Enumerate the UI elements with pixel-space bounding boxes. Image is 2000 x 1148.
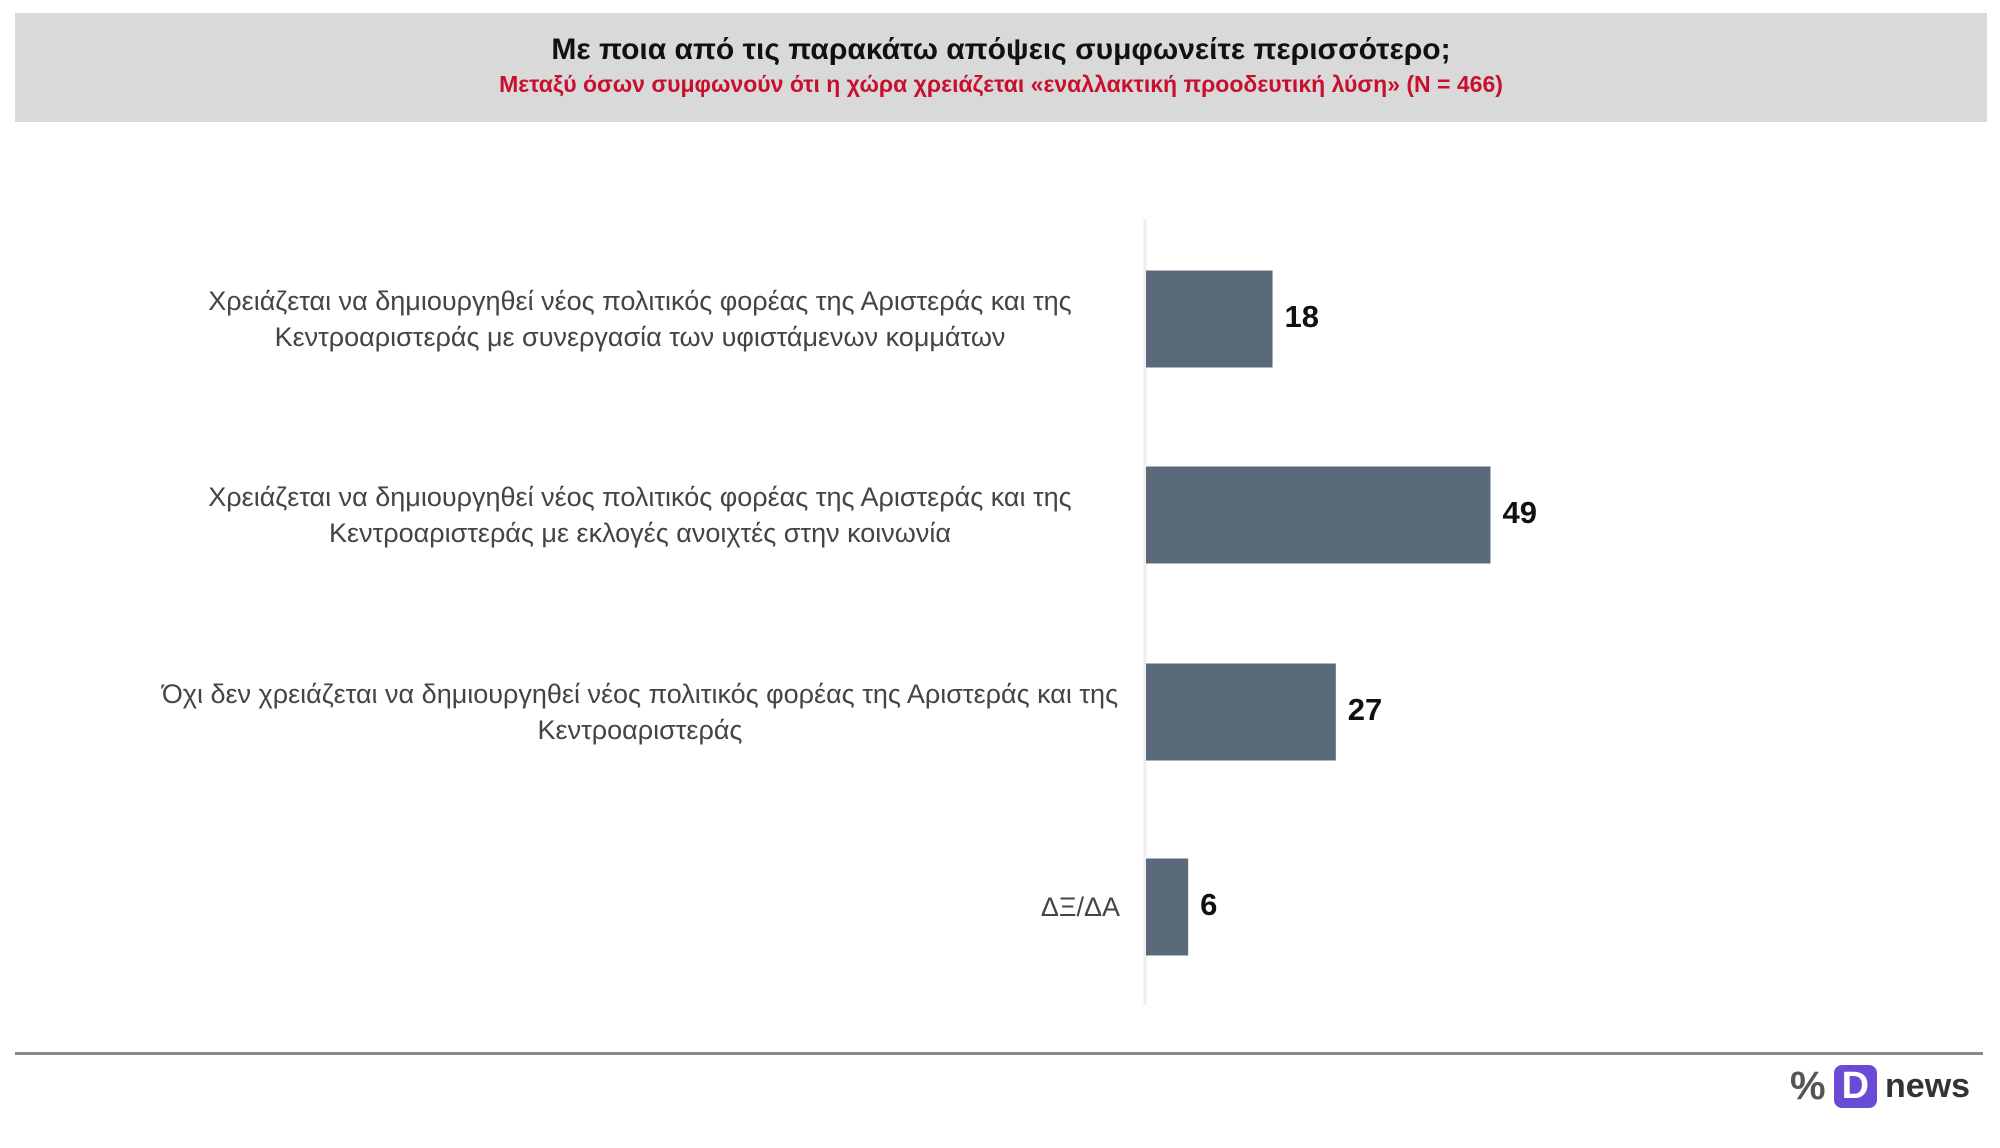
bar (1146, 466, 1491, 564)
value-label: 6 (1200, 887, 1217, 922)
value-label: 18 (1285, 299, 1319, 334)
chart-subtitle: Μεταξύ όσων συμφωνούν ότι η χώρα χρειάζε… (499, 71, 1503, 97)
logo: % D news (1790, 1064, 1970, 1109)
category-label: Όχι δεν χρειάζεται να δημιουργηθεί νέος … (161, 679, 1119, 745)
logo-symbol: % (1790, 1064, 1826, 1108)
bar (1146, 663, 1336, 761)
bar (1146, 270, 1273, 368)
category-label: Χρειάζεται να δημιουργηθεί νέος πολιτικό… (208, 286, 1072, 352)
category-label: Χρειάζεται να δημιουργηθεί νέος πολιτικό… (208, 482, 1072, 548)
bar (1146, 858, 1189, 956)
category-label: ΔΞ/ΔΑ (1040, 892, 1120, 922)
header: Με ποια από τις παρακάτω απόψεις συμφωνε… (15, 13, 1987, 122)
logo-text: news (1885, 1067, 1971, 1105)
logo-mark: D (1833, 1065, 1878, 1108)
footer-rule (15, 1052, 1983, 1055)
chart-title: Με ποια από τις παρακάτω απόψεις συμφωνε… (551, 33, 1451, 66)
value-label: 49 (1502, 495, 1536, 530)
value-label: 27 (1348, 692, 1382, 727)
